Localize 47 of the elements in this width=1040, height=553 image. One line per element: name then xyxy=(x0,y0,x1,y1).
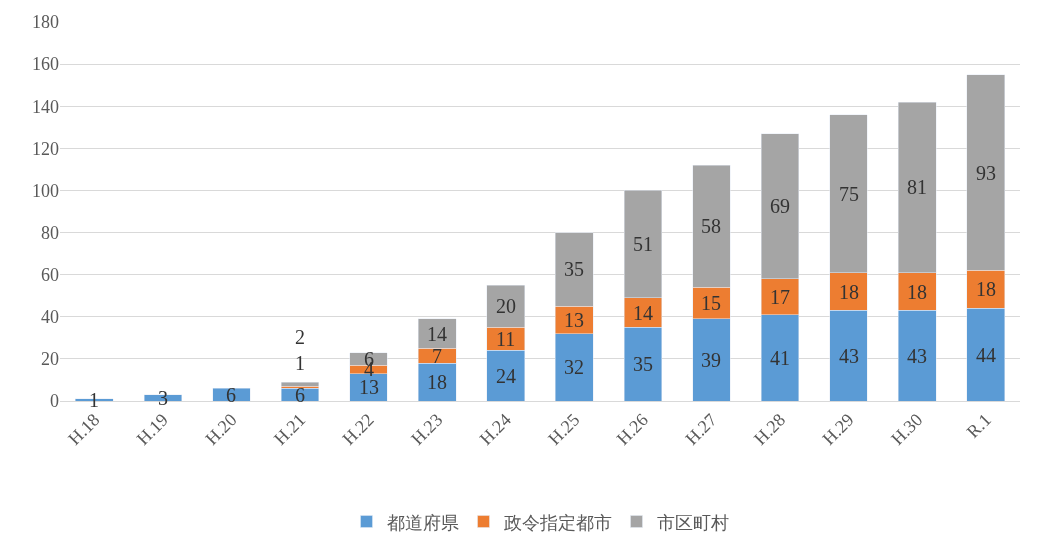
data-label: 75 xyxy=(839,183,859,205)
data-label: 14 xyxy=(633,302,653,324)
data-label: 35 xyxy=(564,258,584,280)
data-label: 1 xyxy=(295,352,305,374)
data-label: 15 xyxy=(701,292,721,314)
data-label: 44 xyxy=(976,344,996,366)
data-label: 20 xyxy=(496,295,516,317)
y-tick-label: 40 xyxy=(41,307,59,328)
y-tick-label: 0 xyxy=(50,391,59,412)
bar xyxy=(280,381,320,387)
data-label: 35 xyxy=(633,353,653,375)
data-label: 81 xyxy=(907,176,927,198)
data-label: 13 xyxy=(359,376,379,398)
y-tick-label: 160 xyxy=(32,54,59,75)
data-label: 14 xyxy=(427,323,447,345)
data-label: 43 xyxy=(839,345,859,367)
y-tick-label: 60 xyxy=(41,264,59,285)
data-label: 93 xyxy=(976,162,996,184)
data-label: 6 xyxy=(226,384,236,406)
data-label: 32 xyxy=(564,356,584,378)
y-tick-label: 140 xyxy=(32,96,59,117)
data-label: 24 xyxy=(496,365,516,387)
legend-label: 市区町村 xyxy=(656,511,729,533)
data-label: 58 xyxy=(701,215,721,237)
data-label: 51 xyxy=(633,233,653,255)
data-label: 18 xyxy=(427,371,447,393)
data-label: 13 xyxy=(564,309,584,331)
legend-label: 政令指定都市 xyxy=(503,511,612,533)
y-tick-label: 120 xyxy=(32,138,59,159)
data-label: 18 xyxy=(907,281,927,303)
data-label: 41 xyxy=(770,347,790,369)
data-label: 18 xyxy=(839,281,859,303)
x-tick-label: R.1 xyxy=(962,409,995,442)
data-label: 17 xyxy=(770,286,790,308)
data-label: 69 xyxy=(770,195,790,217)
data-label: 11 xyxy=(496,328,516,350)
y-tick-label: 20 xyxy=(41,349,59,370)
data-label: 18 xyxy=(976,278,996,300)
y-tick-label: 180 xyxy=(32,12,59,33)
legend-label: 都道府県 xyxy=(386,511,459,533)
data-label: 43 xyxy=(907,345,927,367)
y-tick-label: 100 xyxy=(32,180,59,201)
data-label: 7 xyxy=(432,345,442,367)
data-label: 2 xyxy=(295,326,305,348)
data-label: 6 xyxy=(295,384,305,406)
data-label: 39 xyxy=(701,349,721,371)
y-tick-label: 80 xyxy=(41,222,59,243)
